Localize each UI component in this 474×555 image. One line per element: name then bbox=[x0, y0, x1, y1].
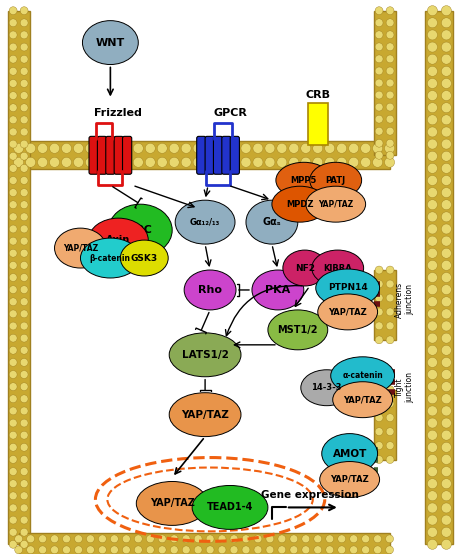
Circle shape bbox=[375, 91, 383, 99]
Circle shape bbox=[441, 248, 451, 258]
Ellipse shape bbox=[109, 204, 172, 256]
Circle shape bbox=[428, 236, 438, 246]
Circle shape bbox=[386, 67, 394, 75]
Circle shape bbox=[9, 237, 17, 245]
Circle shape bbox=[73, 143, 83, 153]
Circle shape bbox=[349, 143, 359, 153]
Circle shape bbox=[375, 103, 383, 111]
Circle shape bbox=[428, 527, 438, 537]
Circle shape bbox=[9, 492, 17, 500]
Circle shape bbox=[375, 19, 383, 27]
Circle shape bbox=[441, 30, 451, 40]
Circle shape bbox=[441, 103, 451, 113]
Text: Rho: Rho bbox=[198, 285, 222, 295]
Circle shape bbox=[9, 176, 17, 184]
Circle shape bbox=[375, 336, 383, 344]
Circle shape bbox=[441, 212, 451, 222]
Circle shape bbox=[428, 285, 438, 295]
Circle shape bbox=[386, 152, 394, 159]
Circle shape bbox=[375, 43, 383, 51]
Circle shape bbox=[386, 91, 394, 99]
Circle shape bbox=[122, 535, 130, 543]
Ellipse shape bbox=[306, 186, 365, 222]
Circle shape bbox=[38, 535, 46, 543]
Circle shape bbox=[428, 539, 438, 549]
Circle shape bbox=[20, 104, 28, 112]
Circle shape bbox=[441, 430, 451, 440]
Circle shape bbox=[63, 546, 71, 554]
Circle shape bbox=[265, 157, 275, 167]
Circle shape bbox=[375, 400, 383, 407]
Circle shape bbox=[9, 56, 17, 63]
Ellipse shape bbox=[322, 433, 378, 473]
Circle shape bbox=[241, 157, 251, 167]
Circle shape bbox=[14, 157, 24, 167]
Circle shape bbox=[20, 140, 28, 148]
Circle shape bbox=[428, 139, 438, 149]
Circle shape bbox=[9, 201, 17, 209]
FancyBboxPatch shape bbox=[374, 11, 395, 155]
Circle shape bbox=[441, 418, 451, 428]
Circle shape bbox=[428, 515, 438, 525]
Text: CRB: CRB bbox=[305, 90, 330, 100]
Circle shape bbox=[375, 67, 383, 75]
Circle shape bbox=[350, 535, 357, 543]
Circle shape bbox=[170, 546, 178, 554]
Circle shape bbox=[9, 67, 17, 75]
Circle shape bbox=[278, 535, 286, 543]
Circle shape bbox=[373, 157, 383, 167]
Circle shape bbox=[441, 297, 451, 307]
Circle shape bbox=[20, 286, 28, 294]
Text: KIBRA: KIBRA bbox=[323, 264, 352, 273]
FancyBboxPatch shape bbox=[114, 137, 123, 174]
Circle shape bbox=[217, 143, 227, 153]
Circle shape bbox=[9, 431, 17, 439]
Circle shape bbox=[206, 546, 214, 554]
Circle shape bbox=[241, 143, 251, 153]
Circle shape bbox=[97, 143, 108, 153]
Circle shape bbox=[375, 308, 383, 316]
Circle shape bbox=[374, 535, 382, 543]
Circle shape bbox=[15, 535, 23, 543]
Circle shape bbox=[384, 143, 394, 153]
Circle shape bbox=[337, 143, 346, 153]
Circle shape bbox=[9, 31, 17, 39]
Circle shape bbox=[146, 546, 154, 554]
Circle shape bbox=[428, 6, 438, 16]
Circle shape bbox=[375, 127, 383, 135]
Ellipse shape bbox=[312, 250, 364, 286]
Circle shape bbox=[441, 163, 451, 173]
Circle shape bbox=[110, 546, 118, 554]
Circle shape bbox=[441, 139, 451, 149]
Circle shape bbox=[428, 455, 438, 465]
Circle shape bbox=[74, 535, 82, 543]
Circle shape bbox=[62, 143, 72, 153]
Circle shape bbox=[193, 143, 203, 153]
Circle shape bbox=[20, 92, 28, 99]
Circle shape bbox=[9, 516, 17, 524]
Circle shape bbox=[290, 546, 298, 554]
Circle shape bbox=[441, 18, 451, 28]
Circle shape bbox=[441, 285, 451, 295]
Circle shape bbox=[109, 157, 119, 167]
Circle shape bbox=[9, 249, 17, 257]
Circle shape bbox=[182, 546, 190, 554]
Circle shape bbox=[386, 103, 394, 111]
Ellipse shape bbox=[192, 486, 268, 529]
Circle shape bbox=[441, 260, 451, 270]
FancyBboxPatch shape bbox=[426, 11, 453, 544]
Circle shape bbox=[99, 546, 106, 554]
Circle shape bbox=[386, 294, 394, 302]
Circle shape bbox=[428, 430, 438, 440]
Circle shape bbox=[9, 140, 17, 148]
Circle shape bbox=[289, 143, 299, 153]
Circle shape bbox=[386, 266, 394, 274]
Circle shape bbox=[133, 143, 143, 153]
Circle shape bbox=[428, 42, 438, 52]
Circle shape bbox=[441, 42, 451, 52]
Circle shape bbox=[229, 143, 239, 153]
Circle shape bbox=[428, 66, 438, 77]
Circle shape bbox=[134, 546, 142, 554]
Ellipse shape bbox=[137, 482, 208, 526]
